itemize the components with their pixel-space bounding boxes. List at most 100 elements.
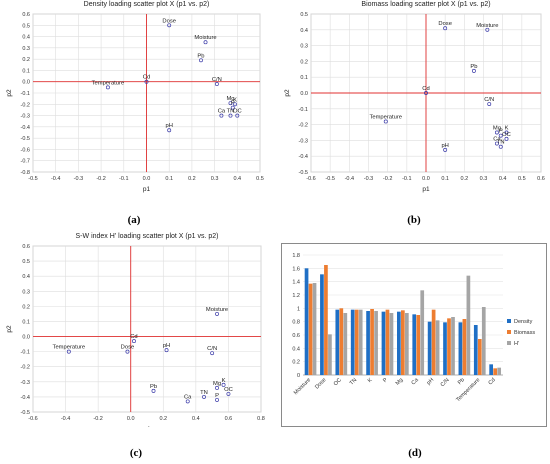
b-point-label-0: Dose [438,21,452,27]
b-xlabel: p1 [422,186,430,193]
bar-chart-d: 0 0.2 0.4 0.6 0.8 1 1.2 1.4 1.6 1.8 Moisture Dose OC… [292,253,535,403]
d-bar-density-11 [473,325,478,375]
a-point-label-11: OC [233,109,242,115]
c-point-label-2: Temperature [53,345,86,351]
c-xtick-label-6: 0.6 [225,416,233,422]
c-xtick-label-5: 0.4 [192,416,200,422]
a-ytick-label-12: -0.6 [21,147,30,153]
d-category-label-10: Pb [457,377,466,386]
d-bar-density-9 [443,322,447,375]
d-category-label-7: Ca [411,377,421,387]
a-point-label-9: Ca [218,109,226,115]
c-point-label-8: OC [224,387,233,393]
b-ytick-label-8: -0.3 [299,138,308,144]
d-bar-h-4 [374,311,378,375]
b-xtick-label-12: 0.6 [537,176,545,182]
b-point-label-10: Ca [493,137,501,143]
d-bar-density-0 [304,268,309,375]
c-point-4 [164,348,169,353]
c-point-label-9: Pb [150,384,157,390]
c-point-label-11: P [215,393,219,399]
d-bar-biomass-2 [339,308,344,375]
c-point-11 [215,397,219,402]
scatter-plot-c: S-W index H' loading scatter plot X (p1 … [6,233,265,427]
b-point-2 [471,68,476,73]
panel-label-b: (b) [407,214,421,226]
a-point-label-10: TN [227,109,235,115]
d-ytick-label-4: 0.8 [292,320,300,326]
d-bar-h-1 [328,334,332,375]
a-xtick-label-1: -0.4 [51,176,60,182]
d-category-label-6: Mg [395,377,405,387]
d-category-label-1: Dose [314,377,327,390]
a-ytick-label-3: 0.3 [22,46,30,52]
d-legend-swatch-0 [507,319,511,323]
b-point-4 [487,102,492,107]
a-point-label-3: Cd [143,75,150,81]
a-ytick-label-13: -0.7 [21,159,30,165]
c-ytick-label-4: 0.2 [22,304,30,310]
d-category-label-8: pH [426,377,435,386]
d-bar-biomass-0 [308,283,313,375]
d-category-label-9: C/N [440,377,451,388]
b-point-label-11: TN [497,140,505,146]
c-ytick-label-8: -0.2 [21,365,30,371]
d-bar-density-7 [412,314,417,375]
b-point-6 [494,130,499,135]
panel-d: 0 0.2 0.4 0.6 0.8 1 1.2 1.4 1.6 1.8 Moisture Dose OC… [281,243,545,425]
c-ytick-label-5: 0.1 [22,319,30,325]
d-bar-h-12 [497,367,502,375]
b-point-label-1: Moisture [476,23,498,29]
c-point-8 [226,391,231,396]
c-ytick-label-3: 0.3 [22,289,30,295]
d-bar-density-12 [489,364,494,375]
b-point-label-6: Mg [493,126,501,132]
a-point-12 [167,128,172,133]
b-xtick-label-7: 0.1 [441,176,449,182]
d-bar-density-8 [427,321,432,375]
d-bar-density-2 [335,309,340,375]
c-point-label-4: pH [163,343,170,349]
c-point-0 [215,311,219,316]
a-xtick-label-2: -0.3 [74,176,83,182]
d-bar-h-9 [451,317,455,375]
b-ylabel: p2 [284,89,291,97]
b-point-8 [498,133,503,138]
d-ytick-label-0: 0 [297,373,300,379]
a-point-0 [167,23,172,28]
c-xtick-label-0: -0.6 [28,416,37,422]
c-ytick-label-9: -0.3 [21,380,30,386]
c-point-label-3: Dose [121,345,135,351]
d-bar-biomass-8 [431,309,436,375]
d-bar-h-7 [420,290,425,375]
d-ytick-label-5: 1 [297,306,300,312]
d-bar-density-4 [366,311,370,375]
a-ytick-label-11: -0.5 [21,136,30,142]
a-ytick-label-1: 0.5 [22,23,30,29]
panel-label-c: (c) [129,447,143,459]
d-ytick-label-2: 0.4 [292,346,300,352]
d-category-label-12: Cd [488,377,497,386]
a-ytick-label-8: -0.2 [21,102,30,108]
b-ytick-label-10: -0.5 [299,170,308,176]
d-bar-h-11 [481,307,486,375]
b-xtick-label-3: -0.3 [364,176,373,182]
c-point-10 [202,394,206,399]
c-ytick-label-0: 0.6 [22,244,30,250]
a-point-11 [235,113,240,118]
d-bar-h-0 [312,283,317,375]
b-xtick-label-4: -0.2 [383,176,392,182]
c-point-label-12: Ca [184,394,192,400]
a-ytick-label-9: -0.3 [21,114,30,120]
b-point-label-3: Cd [422,86,429,92]
panel-label-d: (d) [408,447,422,459]
d-legend-swatch-1 [507,330,511,334]
d-bar-biomass-5 [385,309,390,375]
d-category-label-4: K [367,377,374,384]
a-point-label-8: P [231,101,235,107]
panel-a: Density loading scatter plot X (p1 vs. p… [0,0,270,195]
d-bar-h-5 [389,313,394,375]
d-bar-biomass-11 [477,339,482,375]
a-point-label-7: K [233,97,237,103]
a-xtick-label-8: 0.3 [211,176,219,182]
